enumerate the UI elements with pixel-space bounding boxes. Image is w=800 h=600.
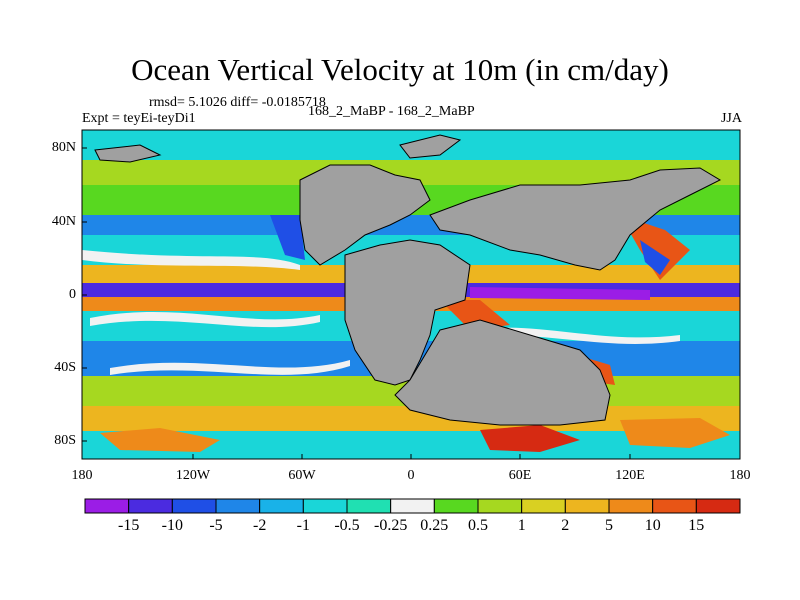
colorbar-label: -15 [118, 517, 140, 534]
lat-label-80n: 80N [51, 140, 76, 155]
west-coast-patch [270, 215, 305, 260]
colorbar-label: 0.25 [420, 517, 449, 534]
east-continent [429, 167, 722, 271]
southern-continent [394, 319, 611, 426]
colorbar-box [521, 498, 566, 514]
lon-label-120e: 120E [615, 468, 645, 483]
lat-label-80s: 80S [54, 433, 76, 448]
colorbar-label: -0.5 [334, 517, 360, 534]
lon-label-180w: 180 [71, 468, 93, 483]
season-label: JJA [720, 111, 742, 126]
south-pacific-streak [90, 312, 320, 328]
south-continent [344, 239, 471, 386]
lon-label-60e: 60E [508, 468, 532, 483]
colorbar-label: 0.5 [468, 517, 488, 534]
colorbar-box [477, 498, 523, 514]
lon-label-120w: 120W [175, 468, 211, 483]
colorbar-box [302, 498, 348, 514]
southern-ocean-patch-3 [620, 418, 730, 448]
plot-title: Ocean Vertical Velocity at 10m (in cm/da… [131, 52, 669, 87]
colorbar-box [695, 498, 741, 514]
north-pacific-streak [82, 250, 300, 270]
southeast-atlantic-patch [440, 300, 510, 330]
colorbar-label: -1 [296, 517, 310, 534]
lat-label-40n: 40N [51, 214, 76, 229]
indian-streak [470, 327, 680, 344]
colorbar-label: -0.25 [374, 517, 408, 534]
colorbar-label: 2 [561, 517, 570, 534]
northwest-island [94, 144, 162, 163]
colorbar-box [390, 498, 435, 514]
arctic-island [399, 134, 462, 159]
colorbar-box [259, 498, 304, 514]
equatorial-indian-patch [470, 287, 650, 300]
lon-label-0: 0 [407, 468, 415, 483]
northwest-pacific-patch [620, 215, 690, 280]
axis-ticks [82, 147, 631, 459]
lat-label-0: 0 [69, 287, 76, 302]
statistics-label: rmsd= 5.1026 diff= -0.0185718 [149, 95, 326, 110]
colorbar-box [346, 498, 392, 514]
colorbar-box [652, 498, 697, 514]
comparison-label: 168_2_MaBP - 168_2_MaBP [308, 104, 475, 119]
colorbar-label: 10 [644, 517, 661, 534]
colorbar-label: -5 [209, 517, 223, 534]
lon-label-60w: 60W [288, 468, 316, 483]
colorbar [84, 498, 741, 514]
colorbar-box [608, 498, 654, 514]
colorbar-box [433, 498, 479, 514]
colorbar-box [128, 498, 173, 514]
colorbar-label: -2 [253, 517, 267, 534]
colorbar-label: 15 [688, 517, 705, 534]
western-pacific-patch [640, 240, 670, 275]
map-field [82, 130, 740, 459]
colorbar-label: 1 [517, 517, 526, 534]
colorbar-box [215, 498, 261, 514]
southern-streak [110, 360, 350, 375]
north-continent [299, 164, 431, 266]
southern-ocean-patch-1 [100, 428, 220, 452]
lon-label-180e: 180 [729, 468, 751, 483]
lat-label-40s: 40S [54, 360, 76, 375]
southern-ocean-patch-2 [480, 425, 580, 452]
experiment-label: Expt = teyEi-teyDi1 [82, 111, 196, 126]
colorbar-box [171, 498, 217, 514]
colorbar-label: -10 [161, 517, 183, 534]
colorbar-label: 5 [605, 517, 613, 534]
colorbar-box [84, 498, 130, 514]
colorbar-box [564, 498, 610, 514]
